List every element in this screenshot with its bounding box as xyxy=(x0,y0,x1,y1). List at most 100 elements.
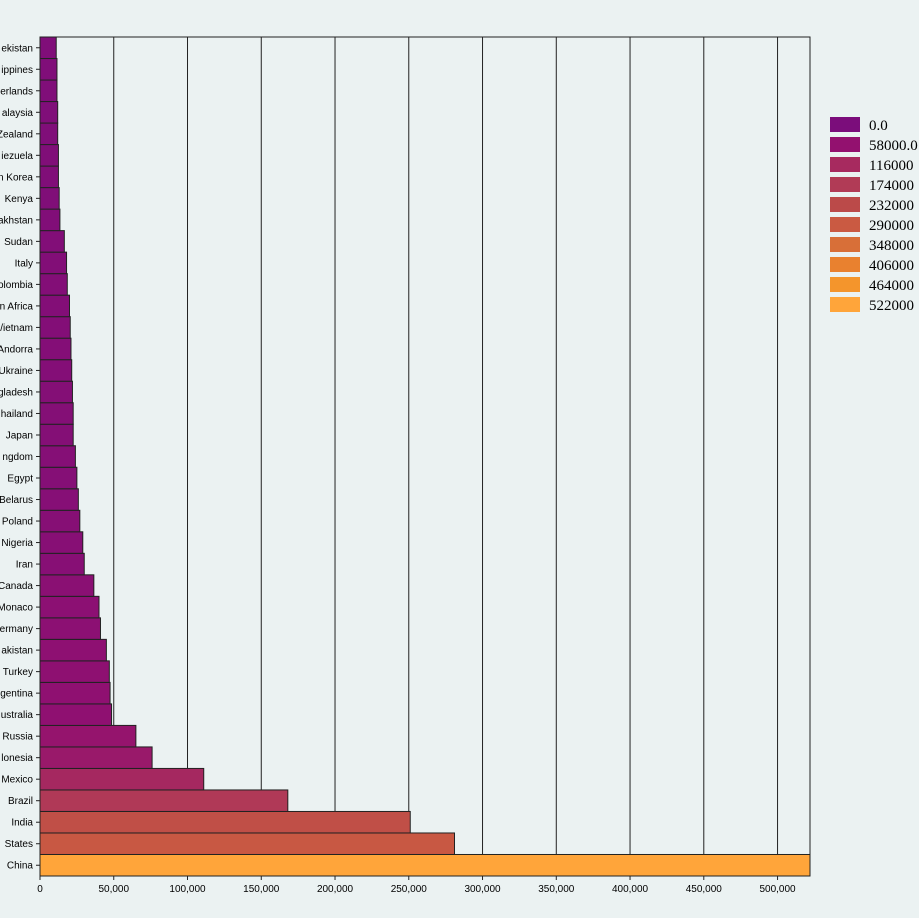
bar xyxy=(39,488,79,511)
category-label: India xyxy=(11,818,33,829)
bar xyxy=(39,832,456,855)
category-label: Belarus xyxy=(0,495,33,506)
legend-swatch xyxy=(830,137,860,152)
legend-swatch xyxy=(830,217,860,232)
bar xyxy=(39,273,68,296)
legend-label: 116000 xyxy=(869,158,913,174)
category-label: Poland xyxy=(2,517,33,528)
x-tick-label: 500,000 xyxy=(759,884,796,895)
bar xyxy=(39,251,68,275)
bar xyxy=(39,144,59,167)
category-label: ekistan xyxy=(1,43,33,54)
category-label: Egypt xyxy=(7,474,33,485)
bar xyxy=(39,617,101,640)
category-label: Monaco xyxy=(0,603,33,614)
bar xyxy=(39,122,59,146)
legend-swatch xyxy=(830,117,860,132)
category-label: Turkey xyxy=(3,667,33,678)
category-labels: China States India Brazil Mexico lonesia Russi… xyxy=(0,43,40,872)
bar xyxy=(39,531,84,554)
legend-label: 0.0 xyxy=(869,118,888,134)
category-label: alaysia xyxy=(2,108,34,119)
x-tick-label: 300,000 xyxy=(464,884,501,895)
category-label: akistan xyxy=(1,646,33,657)
legend-label: 232000 xyxy=(869,198,914,214)
x-tick-label: 400,000 xyxy=(612,884,649,895)
x-tick-label: 150,000 xyxy=(243,884,280,895)
bar xyxy=(39,316,71,339)
legend-label: 464000 xyxy=(869,278,914,294)
bar xyxy=(39,208,61,232)
category-label: ustralia xyxy=(1,710,34,721)
category-label: gladesh xyxy=(0,387,33,398)
category-label: iezuela xyxy=(1,151,33,162)
bar xyxy=(39,36,57,60)
category-label: erlands xyxy=(0,86,33,97)
bar xyxy=(39,165,59,189)
legend-label: 290000 xyxy=(869,218,914,234)
bar xyxy=(39,552,85,576)
bar xyxy=(39,660,110,683)
category-label: States xyxy=(5,839,33,850)
bar xyxy=(39,79,58,103)
category-label: Kenya xyxy=(5,194,34,205)
bar xyxy=(39,638,107,662)
x-tick-label: 100,000 xyxy=(169,884,206,895)
grid-lines xyxy=(39,36,811,877)
x-tick-label: 250,000 xyxy=(391,884,428,895)
bar xyxy=(39,294,71,318)
bar xyxy=(39,423,74,447)
legend-swatch xyxy=(830,277,860,292)
category-label: ngdom xyxy=(2,452,33,463)
bar xyxy=(39,681,111,705)
category-label: n Africa xyxy=(0,301,33,312)
legend-swatch xyxy=(830,197,860,212)
category-label: Zealand xyxy=(0,129,33,140)
bar xyxy=(39,187,60,210)
x-tick-label: 450,000 xyxy=(686,884,723,895)
category-label: China xyxy=(7,861,34,872)
category-label: ippines xyxy=(1,65,33,76)
bar xyxy=(39,58,58,81)
category-label: Canada xyxy=(0,581,33,592)
category-label: Russia xyxy=(2,732,33,743)
bar xyxy=(39,853,811,877)
bar xyxy=(39,230,65,253)
legend-swatch xyxy=(830,297,860,312)
bar xyxy=(39,466,78,490)
legend-swatch xyxy=(830,177,860,192)
bar xyxy=(39,445,76,468)
bar xyxy=(39,509,81,533)
category-label: n Korea xyxy=(0,172,33,183)
bars xyxy=(39,36,811,877)
legend-label: 348000 xyxy=(869,238,914,254)
legend-label: 58000.0 xyxy=(869,138,918,154)
legend-swatch xyxy=(830,257,860,272)
category-label: /ietnam xyxy=(0,323,33,334)
legend-swatch xyxy=(830,157,860,172)
category-label: hailand xyxy=(1,409,33,420)
bar xyxy=(39,359,73,382)
category-label: Brazil xyxy=(8,796,33,807)
category-label: Sudan xyxy=(4,237,33,248)
bar xyxy=(39,574,95,597)
category-label: akhstan xyxy=(0,215,33,226)
x-tick-label: 0 xyxy=(37,884,43,895)
category-label: Mexico xyxy=(1,775,33,786)
bar xyxy=(39,101,59,124)
bar xyxy=(39,724,137,748)
category-label: Italy xyxy=(15,258,33,269)
legend-label: 174000 xyxy=(869,178,914,194)
color-legend: 0.0 58000.0 116000 174000 232000 290000 348000… xyxy=(830,117,918,314)
legend-swatch xyxy=(830,237,860,252)
x-tick-label: 200,000 xyxy=(317,884,354,895)
bar xyxy=(39,789,289,812)
bar xyxy=(39,402,74,425)
bar xyxy=(39,595,100,619)
bar xyxy=(39,337,72,361)
category-label: Japan xyxy=(6,430,33,441)
category-label: lonesia xyxy=(1,753,33,764)
category-label: Nigeria xyxy=(1,538,33,549)
legend-label: 406000 xyxy=(869,258,914,274)
